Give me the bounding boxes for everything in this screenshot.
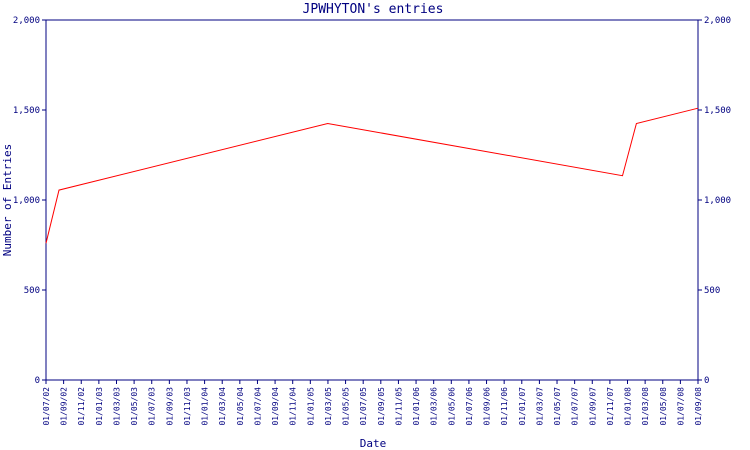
x-ticks: 01/07/02 01/09/02 01/11/02 01/01/03 01/03/03…	[42, 380, 703, 426]
series-line	[45, 107, 699, 244]
x-tick-label: 01/09/03	[165, 387, 174, 426]
x-tick-label: 01/03/04	[218, 387, 227, 426]
x-tick-label: 01/07/08	[676, 387, 685, 426]
x-tick-label: 01/01/04	[201, 387, 210, 426]
x-tick-label: 01/07/03	[148, 387, 157, 426]
y-axis-label: Number of Entries	[1, 144, 14, 257]
x-tick-label: 01/03/05	[324, 387, 333, 426]
y-tick-label-right: 1,500	[704, 106, 731, 116]
x-tick-label: 01/05/08	[659, 387, 668, 426]
x-tick-label: 01/11/05	[394, 387, 403, 426]
x-tick-label: 01/03/07	[535, 387, 544, 426]
y-tick-label-right: 2,000	[704, 16, 731, 26]
x-tick-label: 01/11/06	[500, 387, 509, 426]
y-tick-label-left: 1,000	[13, 196, 40, 206]
x-tick-label: 01/01/05	[306, 387, 315, 426]
series-layer	[45, 107, 699, 244]
y-tick-label-left: 1,500	[13, 106, 40, 116]
x-tick-label: 01/11/04	[289, 387, 298, 426]
y-tick-label-right: 1,000	[704, 196, 731, 206]
x-tick-label: 01/01/06	[412, 387, 421, 426]
x-tick-label: 01/07/02	[42, 387, 51, 426]
x-tick-label: 01/05/04	[236, 387, 245, 426]
x-tick-label: 01/03/08	[641, 387, 650, 426]
x-tick-label: 01/11/07	[606, 387, 615, 426]
x-tick-label: 01/07/06	[465, 387, 474, 426]
x-tick-label: 01/11/03	[183, 387, 192, 426]
x-tick-label: 01/07/07	[571, 387, 580, 426]
y-tick-label-right: 500	[704, 286, 720, 296]
y-tick-label-left: 2,000	[13, 16, 40, 26]
y-tick-label-right: 0	[704, 376, 709, 386]
x-tick-label: 01/03/03	[112, 387, 121, 426]
y-ticks: 0 0 500 500 1,000 1,000 1,500 1,500 2,000 2,000	[13, 16, 731, 386]
x-tick-label: 01/09/08	[694, 387, 703, 426]
x-tick-label: 01/01/07	[518, 387, 527, 426]
x-tick-label: 01/09/02	[60, 387, 69, 426]
plot-area-frame	[45, 19, 699, 381]
x-tick-label: 01/09/05	[377, 387, 386, 426]
x-tick-label: 01/07/05	[359, 387, 368, 426]
x-tick-label: 01/09/04	[271, 387, 280, 426]
x-tick-label: 01/05/05	[342, 387, 351, 426]
x-tick-label: 01/09/06	[483, 387, 492, 426]
x-tick-label: 01/05/06	[447, 387, 456, 426]
x-tick-label: 01/09/07	[588, 387, 597, 426]
x-tick-label: 01/01/03	[95, 387, 104, 426]
x-tick-label: 01/05/03	[130, 387, 139, 426]
x-tick-label: 01/07/04	[253, 387, 262, 426]
y-tick-label-left: 500	[24, 286, 40, 296]
x-tick-label: 01/05/07	[553, 387, 562, 426]
x-tick-label: 01/03/06	[430, 387, 439, 426]
x-tick-label: 01/01/08	[624, 387, 633, 426]
x-tick-label: 01/11/02	[77, 387, 86, 426]
y-tick-label-left: 0	[35, 376, 40, 386]
x-axis-label: Date	[360, 437, 387, 450]
chart-title: JPWHYTON's entries	[303, 2, 444, 17]
